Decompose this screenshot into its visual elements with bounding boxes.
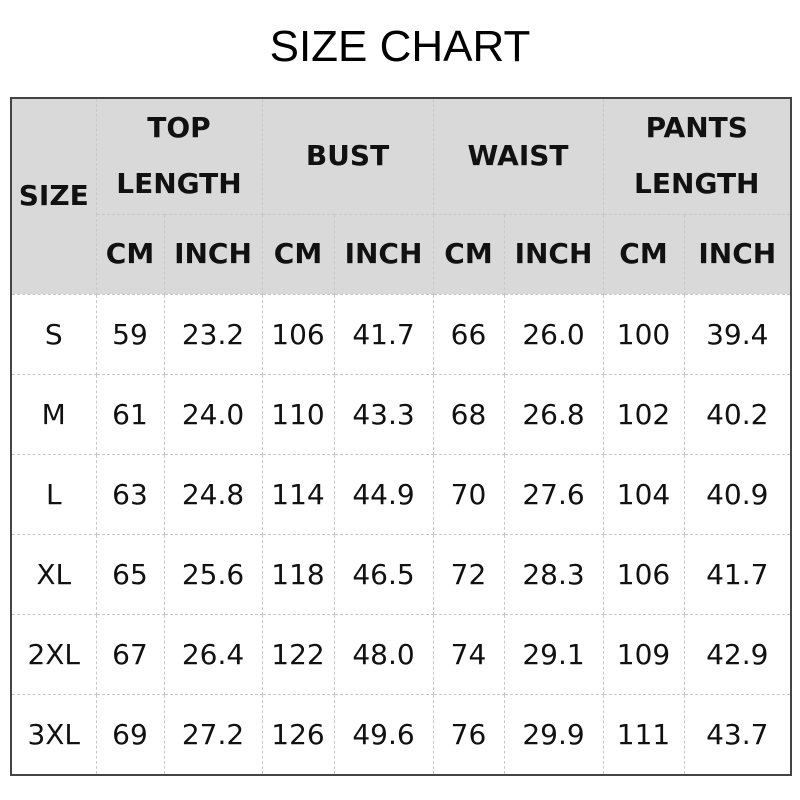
value-cell: 43.3: [333, 373, 434, 455]
size-cell: S: [10, 293, 97, 375]
header-group-label: BUST: [305, 139, 390, 173]
header-row-units: CM INCH CM INCH CM INCH CM INCH: [11, 213, 792, 295]
size-table: SIZE TOP LENGTH BUST WAIST PANTS LENGTH CM INC…: [10, 97, 793, 776]
value-cell: 48.0: [333, 613, 434, 695]
table-row: 3XL 69 27.2 126 49.6 76 29.9 111 43.7: [10, 693, 792, 775]
value-cell: 114: [261, 453, 335, 535]
header-unit: CM: [432, 213, 505, 295]
size-cell: 3XL: [10, 693, 97, 775]
header-row-groups: SIZE TOP LENGTH BUST WAIST PANTS LENGTH: [10, 97, 792, 295]
header-group: TOP LENGTH: [95, 97, 263, 215]
header-unit: CM: [261, 213, 335, 295]
table-row: S 59 23.2 106 41.7 66 26.0 100 39.4: [10, 293, 792, 375]
value-cell: 122: [261, 613, 335, 695]
value-cell: 72: [432, 533, 505, 615]
size-cell: L: [10, 453, 97, 535]
value-cell: 26.8: [503, 373, 604, 455]
value-cell: 40.2: [683, 373, 792, 455]
header-group: WAIST: [432, 97, 604, 215]
value-cell: 111: [602, 693, 685, 775]
header-group-label: LENGTH: [116, 167, 242, 201]
table-row: M 61 24.0 110 43.3 68 26.8 102 40.2: [10, 373, 792, 455]
table-row: XL 65 25.6 118 46.5 72 28.3 106 41.7: [10, 533, 792, 615]
value-cell: 41.7: [683, 533, 792, 615]
value-cell: 118: [261, 533, 335, 615]
value-cell: 106: [261, 293, 335, 375]
value-cell: 126: [261, 693, 335, 775]
value-cell: 65: [95, 533, 165, 615]
value-cell: 43.7: [683, 693, 792, 775]
header-unit: INCH: [333, 213, 434, 295]
value-cell: 25.6: [163, 533, 263, 615]
value-cell: 59: [95, 293, 165, 375]
value-cell: 69: [95, 693, 165, 775]
header-group-label: LENGTH: [634, 167, 760, 201]
value-cell: 106: [602, 533, 685, 615]
value-cell: 40.9: [683, 453, 792, 535]
value-cell: 26.0: [503, 293, 604, 375]
value-cell: 100: [602, 293, 685, 375]
value-cell: 68: [432, 373, 505, 455]
header-unit: INCH: [163, 213, 263, 295]
header-group: PANTS LENGTH: [602, 97, 792, 215]
size-cell: 2XL: [10, 613, 97, 695]
value-cell: 27.2: [163, 693, 263, 775]
value-cell: 76: [432, 693, 505, 775]
value-cell: 26.4: [163, 613, 263, 695]
value-cell: 42.9: [683, 613, 792, 695]
header-group: BUST: [261, 97, 434, 215]
header-size: SIZE: [10, 97, 97, 295]
value-cell: 63: [95, 453, 165, 535]
value-cell: 46.5: [333, 533, 434, 615]
value-cell: 24.0: [163, 373, 263, 455]
value-cell: 74: [432, 613, 505, 695]
value-cell: 23.2: [163, 293, 263, 375]
size-cell: M: [10, 373, 97, 455]
header-group-label: TOP: [147, 111, 211, 145]
value-cell: 44.9: [333, 453, 434, 535]
header-group-label: PANTS: [645, 111, 748, 145]
table-row: L 63 24.8 114 44.9 70 27.6 104 40.9: [10, 453, 792, 535]
value-cell: 28.3: [503, 533, 604, 615]
value-cell: 66: [432, 293, 505, 375]
value-cell: 67: [95, 613, 165, 695]
header-group-label: WAIST: [467, 139, 569, 173]
value-cell: 29.1: [503, 613, 604, 695]
value-cell: 29.9: [503, 693, 604, 775]
value-cell: 61: [95, 373, 165, 455]
value-cell: 109: [602, 613, 685, 695]
value-cell: 39.4: [683, 293, 792, 375]
value-cell: 41.7: [333, 293, 434, 375]
size-cell: XL: [10, 533, 97, 615]
value-cell: 110: [261, 373, 335, 455]
value-cell: 102: [602, 373, 685, 455]
header-unit: CM: [602, 213, 685, 295]
table-row: 2XL 67 26.4 122 48.0 74 29.1 109 42.9: [10, 613, 792, 695]
header-unit: CM: [95, 213, 165, 295]
value-cell: 70: [432, 453, 505, 535]
value-cell: 49.6: [333, 693, 434, 775]
value-cell: 27.6: [503, 453, 604, 535]
value-cell: 24.8: [163, 453, 263, 535]
header-unit: INCH: [683, 213, 792, 295]
value-cell: 104: [602, 453, 685, 535]
header-unit: INCH: [503, 213, 604, 295]
page-title: SIZE CHART: [269, 22, 531, 71]
